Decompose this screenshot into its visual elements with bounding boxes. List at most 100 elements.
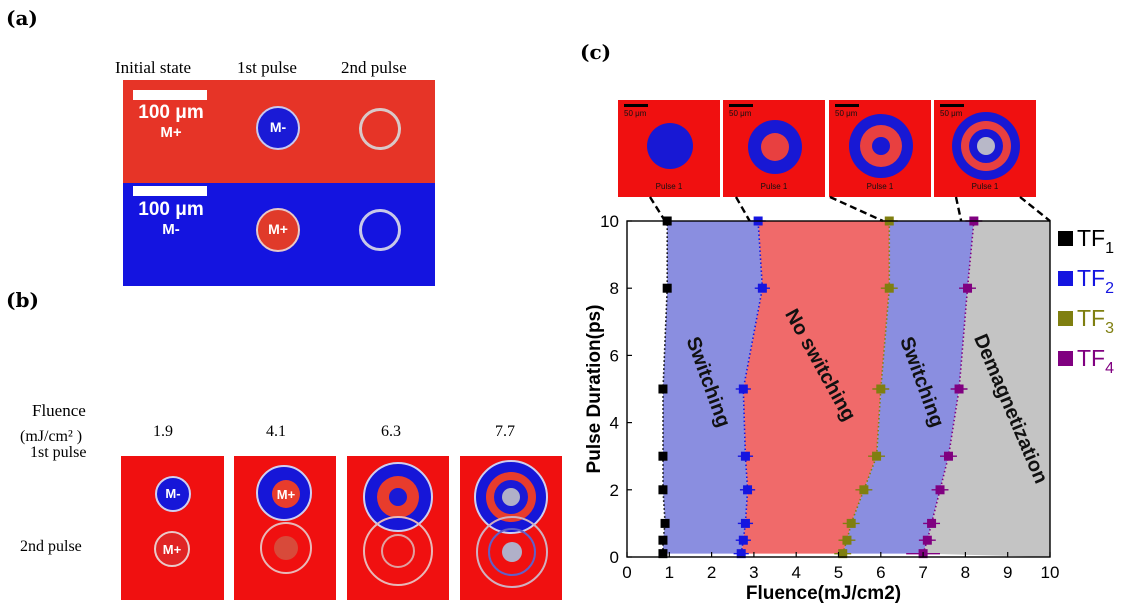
data-point bbox=[740, 451, 750, 461]
switched-domain bbox=[256, 106, 300, 150]
legend-marker bbox=[1058, 351, 1073, 366]
x-tick-label: 9 bbox=[1003, 563, 1012, 582]
ring-domain bbox=[476, 516, 548, 588]
data-point bbox=[872, 451, 882, 461]
fluence-image-4 bbox=[460, 456, 562, 600]
data-point bbox=[838, 549, 848, 559]
data-point bbox=[935, 485, 945, 495]
core-domain bbox=[274, 536, 298, 560]
x-tick-label: 8 bbox=[961, 563, 970, 582]
col-header-pulse2: 2nd pulse bbox=[341, 58, 407, 77]
y-tick-label: 2 bbox=[610, 481, 619, 500]
x-tick-label: 1 bbox=[665, 563, 674, 582]
data-point bbox=[738, 535, 748, 545]
ring-domain bbox=[363, 516, 433, 586]
scale-label: 50 μm bbox=[624, 109, 647, 118]
fluence-value: 1.9 bbox=[153, 423, 173, 440]
pulse-image-1: 50 μm Pulse 1 bbox=[618, 100, 720, 197]
scale-label: 100 μm bbox=[138, 199, 204, 220]
legend-label: TF1 bbox=[1077, 225, 1114, 257]
state-label: M- bbox=[162, 221, 180, 238]
x-tick-label: 10 bbox=[1041, 563, 1060, 582]
data-point bbox=[743, 485, 753, 495]
legend: TF1 TF2 TF3 TF4 bbox=[1058, 225, 1114, 377]
data-marks bbox=[658, 216, 983, 559]
data-point bbox=[859, 485, 869, 495]
data-point bbox=[660, 518, 670, 528]
leader-line bbox=[1019, 196, 1051, 222]
blue-domain bbox=[155, 476, 191, 512]
fluence-value: 4.1 bbox=[266, 423, 286, 440]
red-core bbox=[761, 133, 789, 161]
data-point bbox=[738, 384, 748, 394]
leader-line bbox=[734, 196, 751, 222]
scale-bar bbox=[133, 90, 207, 100]
legend-label: TF4 bbox=[1077, 345, 1114, 377]
blue-core bbox=[389, 488, 407, 506]
legend-label: TF2 bbox=[1077, 265, 1114, 297]
data-point bbox=[954, 384, 964, 394]
data-point bbox=[658, 451, 668, 461]
panel-a-row1: 100 μm M+ M- bbox=[123, 80, 435, 183]
x-tick-label: 0 bbox=[622, 563, 631, 582]
fluence-image-3 bbox=[347, 456, 449, 600]
data-point bbox=[658, 549, 668, 559]
x-tick-label: 3 bbox=[749, 563, 758, 582]
panel-label-a: (a) bbox=[6, 6, 38, 30]
domain-label: M+ bbox=[268, 221, 288, 237]
data-point bbox=[658, 384, 668, 394]
col-header-pulse1: 1st pulse bbox=[237, 58, 297, 77]
x-tick-label: 6 bbox=[876, 563, 885, 582]
inner-ring bbox=[488, 528, 536, 576]
col-header-initial: Initial state bbox=[115, 58, 192, 77]
legend-subscript: 1 bbox=[1105, 240, 1114, 257]
y-tick-label: 4 bbox=[610, 414, 619, 433]
axes: 0 1 2 3 4 5 6 7 8 9 10 0 2 4 6 8 10 Fluence(mJ/cm2) Pulse … bbox=[584, 212, 1059, 604]
legend-marker bbox=[1058, 311, 1073, 326]
data-point bbox=[662, 283, 672, 293]
legend-marker bbox=[1058, 231, 1073, 246]
legend-subscript: 2 bbox=[1105, 280, 1114, 297]
demag-core bbox=[502, 542, 522, 562]
data-point bbox=[876, 384, 886, 394]
panel-a-row2: 100 μm M- M+ bbox=[123, 183, 435, 286]
x-tick-label: 7 bbox=[918, 563, 927, 582]
pulse-image-2: 50 μm Pulse 1 bbox=[723, 100, 825, 197]
demag-core bbox=[502, 488, 520, 506]
leader-line bbox=[648, 196, 667, 222]
scale-label: 100 μm bbox=[138, 102, 204, 123]
x-tick-label: 5 bbox=[834, 563, 843, 582]
data-point bbox=[740, 518, 750, 528]
demag-core bbox=[977, 137, 995, 155]
data-point bbox=[884, 283, 894, 293]
domain-label: M+ bbox=[162, 542, 182, 557]
ring-domain bbox=[154, 531, 190, 567]
data-point bbox=[927, 518, 937, 528]
data-point bbox=[658, 535, 668, 545]
scale-bar bbox=[835, 104, 859, 107]
x-tick-label: 2 bbox=[707, 563, 716, 582]
blue-core bbox=[872, 137, 890, 155]
scale-label: 50 μm bbox=[835, 109, 858, 118]
ring-domain bbox=[359, 108, 401, 150]
y-tick-label: 0 bbox=[610, 548, 619, 567]
legend-subscript: 4 bbox=[1105, 360, 1114, 377]
data-point bbox=[736, 549, 746, 559]
y-tick-label: 10 bbox=[600, 212, 619, 231]
panel-label-b: (b) bbox=[6, 288, 39, 312]
y-tick-label: 8 bbox=[610, 279, 619, 298]
data-point bbox=[658, 485, 668, 495]
fluence-unit: (mJ/cm² ) bbox=[20, 428, 83, 445]
y-axis-title: Pulse Duration(ps) bbox=[584, 305, 605, 474]
region-no-switching bbox=[741, 221, 890, 554]
scale-bar bbox=[940, 104, 964, 107]
caption: Pulse 1 bbox=[655, 182, 683, 191]
inner-ring bbox=[381, 534, 415, 568]
x-axis-title: Fluence(mJ/cm2) bbox=[746, 583, 901, 604]
row-label-pulse2: 2nd pulse bbox=[20, 538, 82, 555]
pulse-image-3: 50 μm Pulse 1 bbox=[829, 100, 931, 197]
scale-label: 50 μm bbox=[729, 109, 752, 118]
data-point bbox=[922, 535, 932, 545]
data-point bbox=[842, 535, 852, 545]
